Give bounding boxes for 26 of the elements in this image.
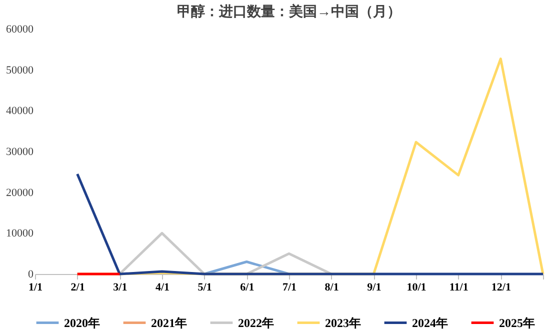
x-tick-label: 11/1 — [449, 282, 468, 294]
x-tick-label: 12/1 — [491, 282, 511, 294]
y-tick-label: 0 — [28, 268, 34, 280]
y-tick-label: 50000 — [6, 64, 34, 76]
legend-label: 2023年 — [325, 316, 361, 330]
y-tick-label: 30000 — [6, 146, 34, 158]
chart-title: 甲醇：进口数量：美国→中国（月） — [177, 3, 401, 20]
x-tick-label: 3/1 — [113, 282, 128, 294]
y-tick-label: 40000 — [6, 105, 34, 118]
x-tick-label: 8/1 — [324, 282, 339, 294]
y-tick-label: 60000 — [6, 24, 34, 36]
legend-label: 2024年 — [412, 316, 448, 330]
y-tick-label: 20000 — [6, 186, 34, 199]
x-tick-label: 4/1 — [155, 282, 170, 294]
x-tick-label: 6/1 — [240, 282, 254, 294]
x-tick-label: 1/1 — [28, 282, 43, 294]
legend-label: 2021年 — [151, 316, 187, 330]
x-tick-label: 2/1 — [70, 282, 85, 294]
x-tick-label: 9/1 — [367, 282, 382, 294]
x-tick-label: 5/1 — [198, 282, 212, 294]
legend-label: 2022年 — [238, 316, 274, 330]
legend-label: 2025年 — [499, 316, 535, 330]
legend-label: 2020年 — [64, 316, 100, 330]
x-tick-label: 10/1 — [406, 282, 426, 294]
x-tick-label: 7/1 — [282, 282, 297, 294]
y-tick-label: 10000 — [6, 228, 34, 240]
